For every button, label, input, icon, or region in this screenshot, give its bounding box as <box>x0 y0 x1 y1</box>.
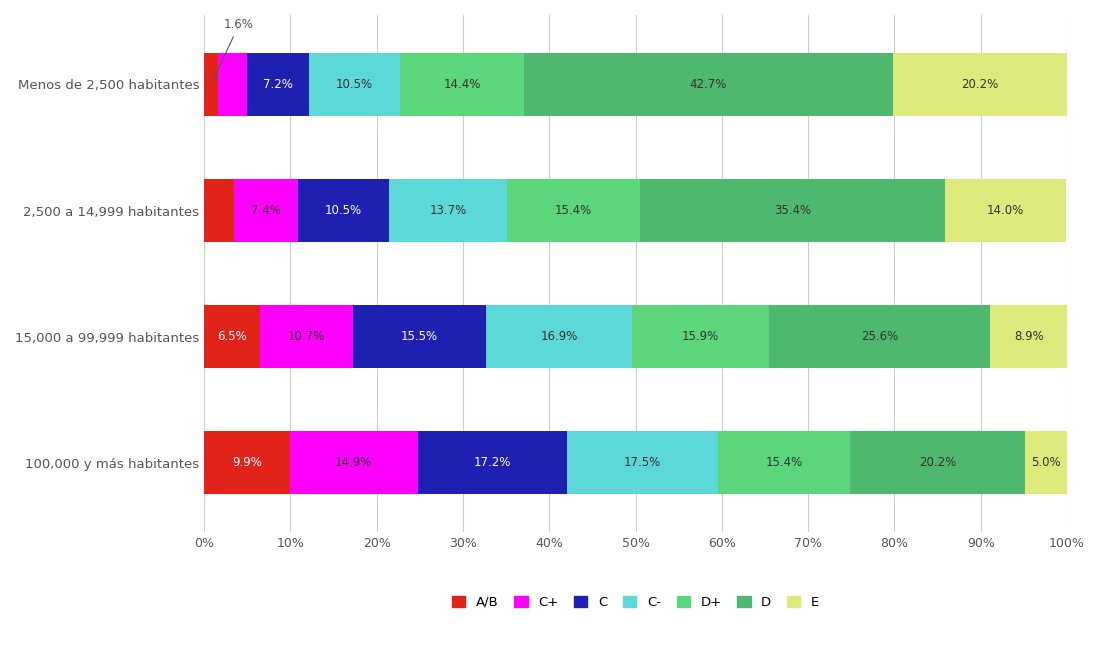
Bar <box>632 305 769 368</box>
Bar <box>769 305 990 368</box>
Bar <box>205 432 289 494</box>
Bar <box>289 432 418 494</box>
Bar <box>893 53 1067 116</box>
Legend: A/B, C+, C, C-, D+, D, E: A/B, C+, C, C-, D+, D, E <box>447 591 824 614</box>
Bar <box>205 179 234 242</box>
Text: 17.2%: 17.2% <box>474 456 512 470</box>
Bar <box>352 305 486 368</box>
Text: 15.4%: 15.4% <box>766 456 803 470</box>
Bar <box>850 432 1025 494</box>
Bar <box>507 179 640 242</box>
Text: 7.2%: 7.2% <box>263 78 294 91</box>
Bar <box>218 53 248 116</box>
Text: 14.0%: 14.0% <box>987 204 1024 217</box>
Text: 20.2%: 20.2% <box>961 78 999 91</box>
Bar <box>248 53 309 116</box>
Bar <box>640 179 945 242</box>
Text: 1.6%: 1.6% <box>212 18 254 82</box>
Bar <box>400 53 525 116</box>
Text: 17.5%: 17.5% <box>624 456 661 470</box>
Text: 15.9%: 15.9% <box>682 330 719 343</box>
Text: 35.4%: 35.4% <box>774 204 811 217</box>
Text: 8.9%: 8.9% <box>1014 330 1044 343</box>
Bar <box>205 53 218 116</box>
Text: 15.4%: 15.4% <box>554 204 592 217</box>
Bar <box>388 179 507 242</box>
Text: 20.2%: 20.2% <box>918 456 956 470</box>
Bar <box>1025 432 1068 494</box>
Text: 42.7%: 42.7% <box>690 78 727 91</box>
Bar <box>945 179 1066 242</box>
Bar <box>525 53 893 116</box>
Bar <box>298 179 388 242</box>
Bar <box>205 305 261 368</box>
Text: 9.9%: 9.9% <box>232 456 262 470</box>
Text: 10.5%: 10.5% <box>337 78 373 91</box>
Text: 10.5%: 10.5% <box>324 204 362 217</box>
Text: 14.4%: 14.4% <box>443 78 481 91</box>
Bar <box>418 432 566 494</box>
Bar <box>990 305 1067 368</box>
Text: 25.6%: 25.6% <box>861 330 899 343</box>
Bar <box>717 432 850 494</box>
Bar <box>486 305 632 368</box>
Text: 15.5%: 15.5% <box>400 330 438 343</box>
Text: 5.0%: 5.0% <box>1032 456 1062 470</box>
Text: 10.7%: 10.7% <box>288 330 324 343</box>
Bar <box>309 53 400 116</box>
Text: 6.5%: 6.5% <box>218 330 248 343</box>
Text: 13.7%: 13.7% <box>429 204 466 217</box>
Bar <box>566 432 717 494</box>
Text: 7.4%: 7.4% <box>251 204 282 217</box>
Text: 16.9%: 16.9% <box>540 330 578 343</box>
Bar <box>234 179 298 242</box>
Bar <box>261 305 352 368</box>
Text: 14.9%: 14.9% <box>336 456 373 470</box>
